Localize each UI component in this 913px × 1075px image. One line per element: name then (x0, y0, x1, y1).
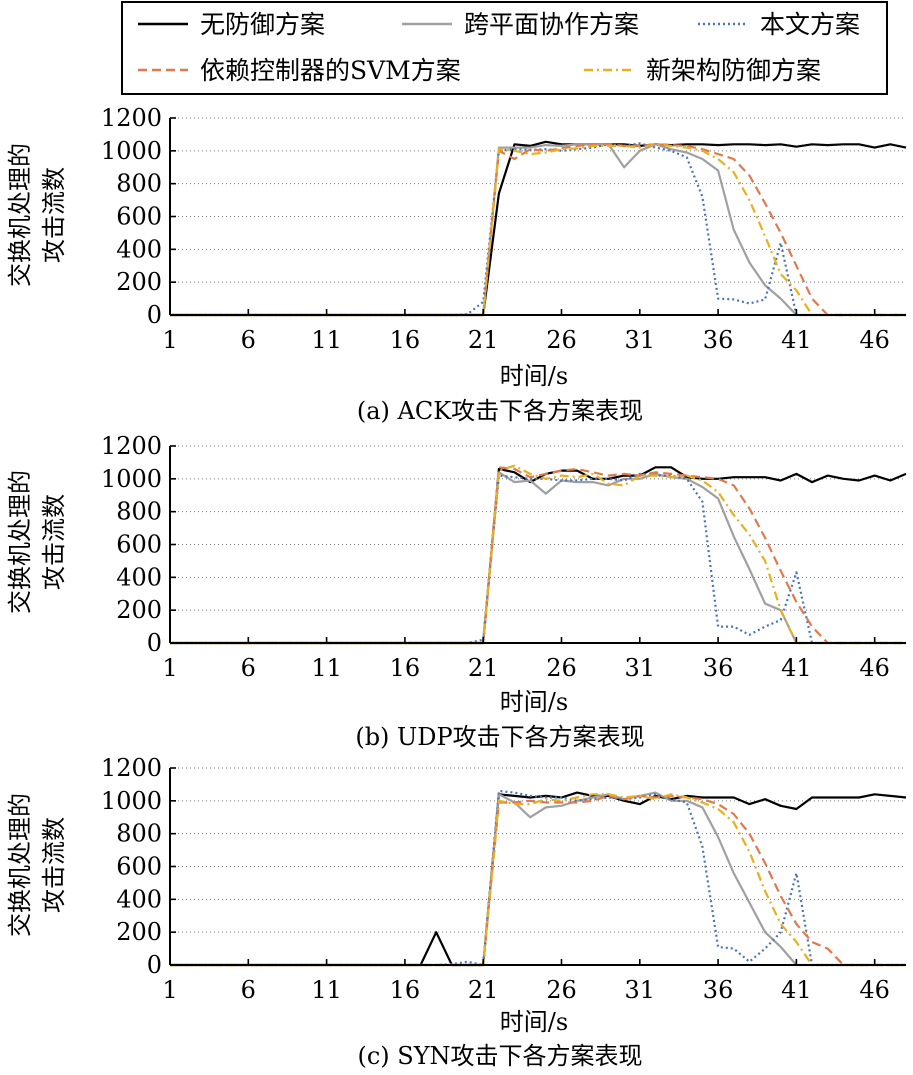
legend-item: 依赖控制器的SVM方案 (138, 56, 461, 85)
x-tick-label: 41 (781, 976, 812, 1004)
x-axis-label: 时间/s (500, 688, 568, 716)
y-tick-label: 1200 (101, 432, 162, 460)
x-tick-label: 11 (311, 976, 342, 1004)
x-tick-label: 36 (703, 326, 734, 354)
x-tick-label: 21 (468, 976, 499, 1004)
x-tick-label: 41 (781, 654, 812, 682)
legend-label: 跨平面协作方案 (464, 10, 639, 39)
series-line (170, 472, 906, 645)
y-tick-label: 1200 (101, 104, 162, 132)
x-tick-label: 6 (241, 976, 256, 1004)
y-tick-label: 600 (116, 853, 162, 881)
x-tick-label: 6 (241, 654, 256, 682)
y-tick-label: 200 (116, 918, 162, 946)
x-tick-label: 26 (546, 654, 577, 682)
x-tick-label: 6 (241, 326, 256, 354)
y-tick-label: 0 (147, 629, 162, 657)
x-tick-label: 11 (311, 326, 342, 354)
x-tick-label: 21 (468, 654, 499, 682)
y-axis-label: 交换机处理的 (6, 143, 34, 287)
x-tick-label: 1 (162, 976, 177, 1004)
y-axis-label: 攻击流数 (40, 167, 68, 263)
x-tick-label: 46 (859, 326, 890, 354)
x-tick-label: 41 (781, 326, 812, 354)
x-tick-label: 31 (625, 654, 656, 682)
x-tick-label: 11 (311, 654, 342, 682)
y-tick-label: 200 (116, 268, 162, 296)
series-line (170, 464, 906, 645)
series-line (170, 794, 906, 967)
x-tick-label: 36 (703, 976, 734, 1004)
chart-title: (a) ACK攻击下各方案表现 (357, 397, 643, 425)
x-tick-label: 46 (859, 654, 890, 682)
y-tick-label: 800 (116, 820, 162, 848)
x-tick-label: 16 (390, 976, 421, 1004)
y-tick-label: 400 (116, 885, 162, 913)
x-tick-label: 31 (625, 326, 656, 354)
x-tick-label: 1 (162, 326, 177, 354)
legend-label: 依赖控制器的SVM方案 (200, 56, 461, 85)
series-line (170, 143, 906, 317)
x-axis-label: 时间/s (500, 1008, 568, 1036)
legend-item: 新架构防御方案 (584, 56, 821, 85)
y-tick-label: 600 (116, 531, 162, 559)
y-axis-label: 攻击流数 (40, 817, 68, 913)
legend-item: 无防御方案 (138, 10, 325, 39)
series-line (170, 466, 907, 645)
y-tick-label: 800 (116, 498, 162, 526)
legend-item: 跨平面协作方案 (402, 10, 639, 39)
y-tick-label: 400 (116, 235, 162, 263)
y-tick-label: 200 (116, 596, 162, 624)
x-tick-label: 26 (546, 326, 577, 354)
x-tick-label: 31 (625, 976, 656, 1004)
y-tick-label: 400 (116, 563, 162, 591)
x-tick-label: 26 (546, 976, 577, 1004)
y-tick-label: 800 (116, 170, 162, 198)
y-tick-label: 0 (147, 301, 162, 329)
y-tick-label: 1000 (101, 465, 162, 493)
x-tick-label: 21 (468, 326, 499, 354)
legend-label: 无防御方案 (200, 10, 325, 39)
x-axis-label: 时间/s (500, 362, 568, 390)
y-tick-label: 0 (147, 951, 162, 979)
chart-title: (b) UDP攻击下各方案表现 (355, 723, 644, 751)
legend-label: 本文方案 (760, 10, 860, 39)
series-line (170, 143, 906, 317)
x-tick-label: 16 (390, 326, 421, 354)
x-tick-label: 46 (859, 976, 890, 1004)
x-tick-label: 1 (162, 654, 177, 682)
y-tick-label: 600 (116, 203, 162, 231)
legend-box (121, 1, 888, 95)
legend-label: 新架构防御方案 (646, 56, 821, 85)
y-tick-label: 1200 (101, 754, 162, 782)
y-axis-label: 攻击流数 (40, 494, 68, 590)
y-axis-label: 交换机处理的 (6, 793, 34, 937)
legend-item: 本文方案 (698, 10, 860, 39)
x-tick-label: 36 (703, 654, 734, 682)
y-tick-label: 1000 (101, 137, 162, 165)
series-line (170, 789, 906, 967)
y-tick-label: 1000 (101, 787, 162, 815)
y-axis-label: 交换机处理的 (6, 470, 34, 614)
chart-title: (c) SYN攻击下各方案表现 (357, 1042, 642, 1070)
x-tick-label: 16 (390, 654, 421, 682)
series-line (170, 466, 906, 645)
series-line (170, 471, 906, 645)
